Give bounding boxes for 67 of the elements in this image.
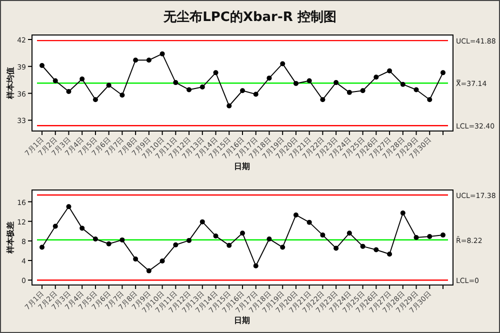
point: [427, 97, 432, 102]
point: [320, 97, 326, 102]
point: [253, 92, 258, 97]
point: [213, 70, 218, 76]
point: [346, 90, 352, 95]
point: [266, 236, 272, 242]
point: [146, 268, 152, 274]
y-axis-title: 样本均值: [6, 67, 15, 100]
point: [400, 82, 406, 87]
point: [186, 238, 192, 243]
point: [173, 80, 178, 86]
y-axis-title: 样本极差: [6, 222, 15, 254]
point: [334, 246, 339, 251]
point: [133, 256, 138, 262]
point: [440, 70, 446, 76]
point: [133, 58, 138, 63]
point: [200, 219, 205, 224]
point: [106, 82, 112, 88]
chart-title: 无尘布LPC的Xbar-R 控制图: [162, 9, 336, 25]
point: [293, 80, 298, 86]
point: [387, 252, 392, 257]
point: [66, 204, 72, 210]
point: [80, 76, 85, 82]
point: [374, 74, 379, 80]
point: [306, 220, 312, 225]
point: [52, 224, 58, 229]
point: [334, 80, 339, 86]
point: [120, 92, 125, 98]
point: [213, 234, 218, 239]
point: [186, 87, 192, 92]
point: [266, 76, 272, 81]
point: [414, 235, 419, 240]
point: [280, 244, 286, 250]
point: [200, 84, 205, 90]
point: [160, 51, 165, 56]
point: [160, 258, 165, 264]
point: [360, 88, 366, 94]
point: [253, 263, 258, 268]
point: [92, 236, 98, 242]
point: [400, 210, 406, 216]
point: [80, 226, 85, 231]
point: [106, 241, 112, 246]
point: [120, 237, 125, 242]
point: [52, 78, 58, 84]
point: [240, 88, 245, 94]
point: [280, 61, 286, 66]
point: [226, 242, 232, 248]
point: [320, 232, 326, 238]
point: [146, 58, 152, 63]
point: [427, 234, 432, 240]
point: [293, 212, 298, 218]
x-axis-title: 日期: [234, 316, 250, 325]
point: [226, 103, 232, 108]
point: [306, 78, 312, 84]
point: [66, 89, 72, 94]
point: [440, 232, 446, 238]
point: [40, 244, 44, 250]
point: [374, 247, 379, 252]
x-axis-title: 日期: [234, 162, 250, 171]
point: [346, 230, 352, 236]
point: [414, 87, 419, 92]
point: [360, 244, 366, 249]
point: [92, 97, 98, 102]
point: [40, 63, 44, 68]
point: [387, 68, 392, 74]
point: [240, 230, 245, 236]
point: [173, 242, 178, 248]
